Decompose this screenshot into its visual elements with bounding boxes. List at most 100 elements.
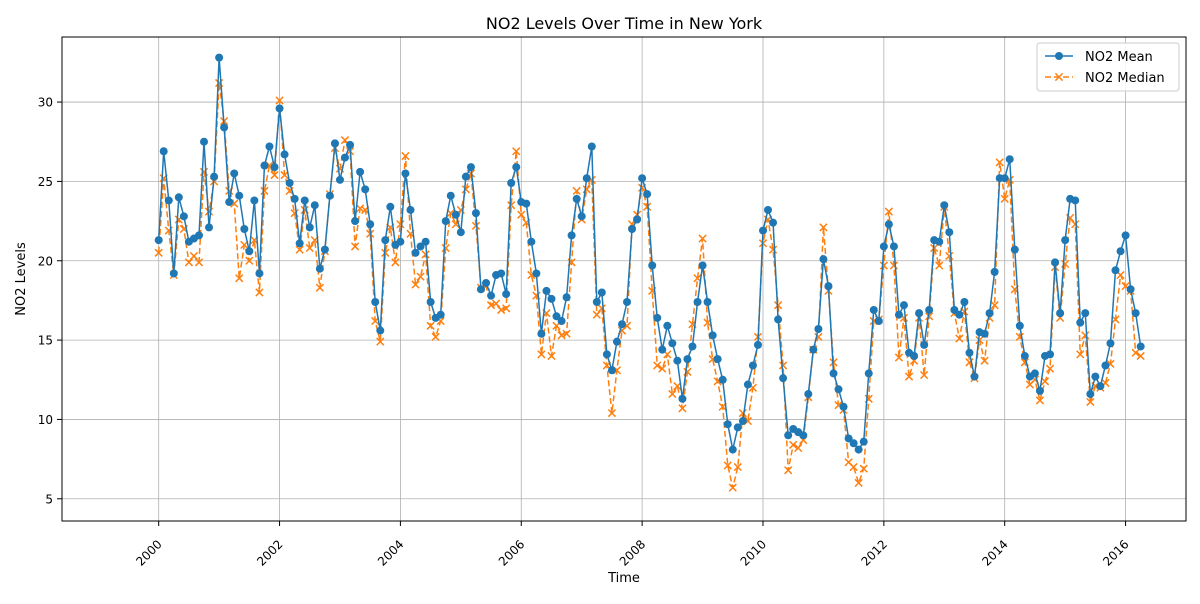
median-point <box>315 283 324 292</box>
mean-point <box>1096 382 1105 391</box>
mean-point <box>285 178 294 187</box>
mean-point <box>401 169 410 178</box>
mean-point <box>1000 174 1009 183</box>
mean-point <box>713 355 722 364</box>
mean-point <box>386 202 395 211</box>
median-point <box>184 258 194 267</box>
mean-point <box>753 340 762 349</box>
mean-point <box>245 247 254 256</box>
mean-point <box>592 298 601 307</box>
median-point <box>789 440 798 449</box>
chart-title: NO2 Levels Over Time in New York <box>486 14 763 33</box>
mean-point <box>532 269 541 278</box>
mean-point <box>154 236 163 245</box>
mean-point <box>396 237 405 246</box>
mean-point <box>230 169 239 178</box>
median-point <box>1071 220 1080 229</box>
mean-point <box>215 53 224 62</box>
y-axis-label: NO2 Levels <box>14 242 29 316</box>
mean-point <box>688 342 697 351</box>
median-point <box>935 261 944 270</box>
mean-point <box>638 174 647 183</box>
median-point <box>260 186 269 196</box>
mean-point <box>758 226 767 235</box>
mean-point <box>476 285 485 294</box>
median-point <box>854 478 863 488</box>
mean-point <box>280 150 289 159</box>
grid-lines <box>62 37 1186 521</box>
mean-point <box>260 161 269 170</box>
plot-series <box>154 53 1145 492</box>
mean-point <box>1126 285 1135 294</box>
median-point <box>557 331 566 340</box>
median-point <box>849 462 858 472</box>
mean-point <box>728 445 737 454</box>
median-point <box>255 288 264 297</box>
median-point <box>995 158 1004 167</box>
median-point <box>889 261 899 270</box>
plot-area-frame <box>61 36 1187 522</box>
mean-series <box>154 53 1145 454</box>
median-point <box>920 370 929 380</box>
mean-point <box>799 431 808 440</box>
median-point <box>778 361 788 370</box>
median-point <box>597 304 606 313</box>
mean-point <box>980 329 989 338</box>
legend-median-x-icon <box>1054 72 1064 82</box>
mean-point <box>1030 369 1039 378</box>
median-point <box>471 221 481 230</box>
mean-point <box>406 205 415 214</box>
mean-point <box>310 201 319 210</box>
mean-point <box>265 142 274 151</box>
median-point <box>275 96 284 105</box>
median-point <box>194 258 204 267</box>
mean-point <box>542 286 551 295</box>
mean-point <box>1020 351 1029 360</box>
mean-point <box>1101 361 1110 370</box>
legend-mean-label: NO2 Mean <box>1085 50 1153 65</box>
median-point <box>431 332 440 342</box>
mean-point <box>502 290 511 299</box>
median-point <box>391 258 400 267</box>
median-point <box>517 210 526 219</box>
mean-point <box>522 199 531 208</box>
mean-point <box>894 310 903 319</box>
mean-point <box>869 305 878 314</box>
mean-point <box>628 225 637 234</box>
mean-point <box>960 298 969 307</box>
mean-point <box>839 402 848 411</box>
median-point <box>728 483 737 492</box>
mean-series-line <box>157 56 1142 451</box>
mean-point <box>381 236 390 245</box>
mean-point <box>451 210 460 219</box>
mean-point <box>804 390 813 399</box>
mean-point <box>1131 309 1140 318</box>
mean-point <box>784 431 793 440</box>
mean-point <box>210 172 219 181</box>
mean-point <box>205 223 214 232</box>
median-point <box>441 243 450 253</box>
mean-point <box>340 153 349 162</box>
mean-point <box>774 315 783 324</box>
mean-point <box>849 439 858 448</box>
mean-point <box>864 369 873 378</box>
median-point <box>235 274 244 283</box>
y-tick-label: 25 <box>38 175 53 189</box>
mean-point <box>1076 318 1085 327</box>
mean-point <box>990 267 999 276</box>
mean-point <box>356 167 365 176</box>
median-point <box>794 443 803 453</box>
median-point <box>1131 348 1140 357</box>
mean-point <box>955 310 964 319</box>
median-point <box>733 462 742 472</box>
median-point <box>189 251 199 261</box>
legend: NO2 Mean NO2 Median <box>1036 42 1180 92</box>
mean-point <box>421 237 430 246</box>
median-point <box>768 245 778 254</box>
median-point <box>547 351 556 361</box>
mean-point <box>824 282 833 291</box>
median-point <box>305 243 314 253</box>
mean-point <box>446 191 455 200</box>
mean-point <box>572 194 581 203</box>
mean-point <box>441 217 450 226</box>
